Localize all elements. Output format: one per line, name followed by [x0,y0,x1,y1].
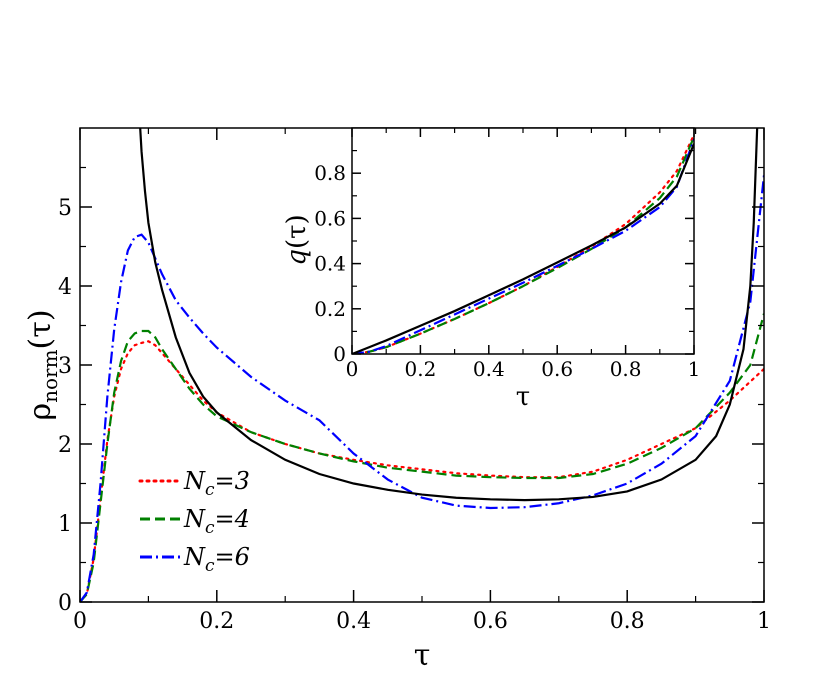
inset-x-tick-label-4: 0.8 [610,357,642,381]
main-y-tick-label-1: 1 [58,512,72,537]
main-x-tick-label-0: 0 [73,609,87,634]
inset-ticks [351,128,695,355]
legend-label-nc6: Nc=6 [183,543,250,576]
inset-series-line-1 [352,136,694,354]
inset-tick-labels: 0 0.2 0.4 0.6 0.8 1 0 0.2 0.4 0.6 0.8 [314,161,700,381]
legend: Nc=3 Nc=4 Nc=6 [138,467,250,576]
inset-x-axis-label: τ [516,382,530,412]
inset-y-tick-label-4: 0.8 [314,161,346,185]
inset-series-line-2 [352,138,694,354]
inset-x-tick-label-3: 0.6 [541,357,573,381]
main-series-group [80,128,764,602]
inset-x-tick-label-0: 0 [346,357,359,381]
inset-background [352,128,694,354]
inset-x-tick-label-1: 0.2 [404,357,436,381]
main-x-tick-label-1: 0.2 [199,609,234,634]
main-y-tick-label-5: 5 [58,196,72,221]
inset-y-axis-label: q(τ) [282,214,312,265]
main-y-axis-label-base: ρ [23,403,58,421]
main-y-tick-label-2: 2 [58,433,72,458]
inset-y-tick-label-0: 0 [333,342,346,366]
inset-y-tick-label-2: 0.4 [314,252,346,276]
main-y-tick-label-3: 3 [58,354,72,379]
inset-y-axis-label-rest: (τ) [282,214,312,249]
main-x-axis-label: τ [414,638,431,673]
main-x-tick-label-4: 0.8 [610,609,645,634]
main-series-line-1 [80,313,764,602]
main-y-axis-label-sub: norm [38,349,62,402]
inset-series-line-3 [352,143,694,354]
main-y-tick-label-4: 4 [58,275,72,300]
main-x-tick-label-2: 0.4 [336,609,371,634]
main-series-line-2 [80,175,764,602]
main-x-tick-label-5: 1 [757,609,771,634]
main-y-axis-label: ρnorm(τ) [23,309,62,420]
main-y-axis-label-rest: (τ) [23,309,58,349]
inset-x-tick-label-2: 0.4 [473,357,505,381]
main-y-tick-label-0: 0 [58,591,72,616]
inset-x-tick-label-5: 1 [688,357,701,381]
main-series-line-3 [139,128,759,502]
inset-plot: 0 0.2 0.4 0.6 0.8 1 0 0.2 0.4 0.6 0.8 τ q(τ) [282,127,700,412]
inset-series-group [352,133,694,354]
legend-label-nc3: Nc=3 [183,467,250,500]
legend-label-nc4: Nc=4 [183,505,250,538]
main-x-tick-label-3: 0.6 [473,609,508,634]
main-tick-labels: 0 0.2 0.4 0.6 0.8 1 0 1 2 3 4 5 [58,196,771,634]
inset-y-axis-label-base: q [282,249,312,266]
inset-y-tick-label-3: 0.6 [314,206,346,230]
inset-y-tick-label-1: 0.2 [314,297,346,321]
